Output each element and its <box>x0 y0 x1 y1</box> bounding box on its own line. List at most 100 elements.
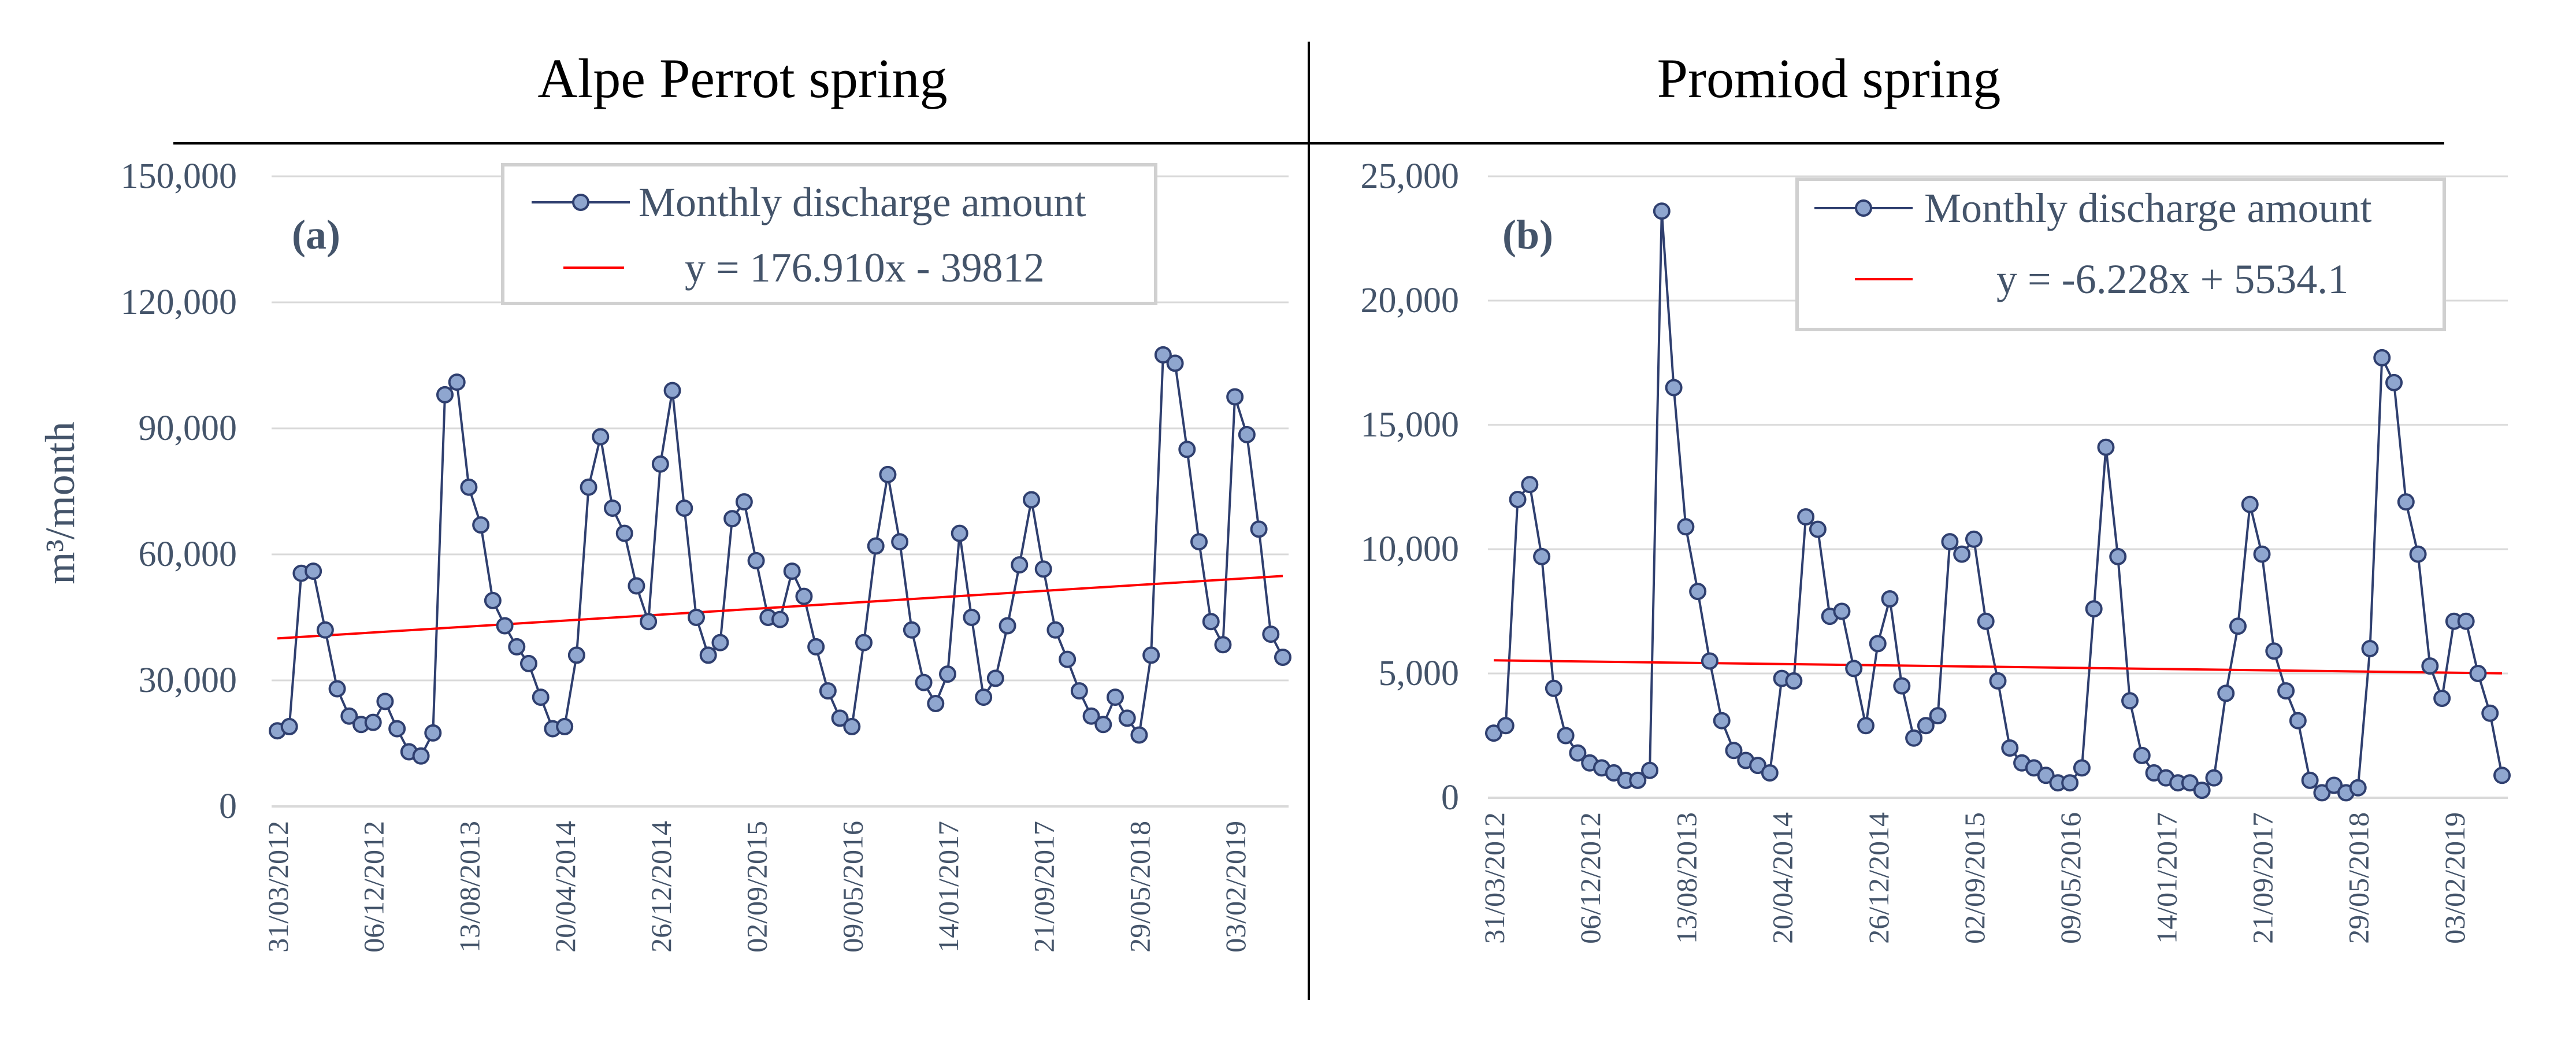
data-point <box>915 673 933 691</box>
data-point <box>1142 646 1160 664</box>
data-point <box>1701 652 1718 670</box>
legend-series-label-b: Monthly discharge amount <box>1924 185 2372 231</box>
data-point <box>2229 617 2247 635</box>
x-tick-label: 13/08/2013 <box>453 821 485 953</box>
y-tick-label: 150,000 <box>121 157 237 196</box>
data-point <box>448 373 466 391</box>
data-point <box>2217 684 2235 702</box>
x-tick-label: 20/04/2014 <box>549 821 581 953</box>
legend-series-marker-b <box>1855 199 1872 217</box>
data-point <box>1869 635 1887 653</box>
panel-label-a: (a) <box>292 212 340 258</box>
x-tick-label: 14/01/2017 <box>2150 812 2182 944</box>
data-point <box>2361 640 2379 657</box>
y-tick-label: 5,000 <box>1379 654 1460 693</box>
x-ticks-b: 31/03/2012 06/12/2012 13/08/2013 20/04/2014… <box>1478 812 2471 944</box>
data-point <box>688 609 705 626</box>
data-point <box>2289 712 2307 730</box>
data-point <box>2409 545 2427 563</box>
data-point <box>1641 761 1659 779</box>
data-point <box>592 428 610 446</box>
data-point <box>1238 425 1256 443</box>
data-point <box>867 537 885 555</box>
y-tick-label: 0 <box>1441 778 1459 817</box>
legend-box-a <box>501 163 1157 305</box>
x-tick-label: 14/01/2017 <box>932 821 964 953</box>
data-point <box>1023 491 1040 509</box>
data-point <box>2457 612 2475 630</box>
data-point <box>663 382 681 399</box>
data-point <box>520 654 537 672</box>
data-point <box>2133 746 2151 764</box>
data-point <box>807 638 825 656</box>
y-axis-label: m³/month <box>37 421 83 584</box>
data-point <box>903 621 920 639</box>
trendline-b <box>1493 659 2503 675</box>
data-point <box>2037 767 2055 784</box>
data-point <box>2205 769 2223 787</box>
data-point <box>855 634 873 651</box>
data-point <box>280 717 298 735</box>
x-tick-label: 21/09/2017 <box>2247 812 2279 944</box>
data-point <box>340 707 358 725</box>
data-point <box>305 562 322 580</box>
data-point <box>735 493 753 511</box>
data-point <box>1797 508 1815 526</box>
data-point <box>532 688 550 706</box>
data-point <box>1761 764 1779 782</box>
x-tick-label: 29/05/2018 <box>2343 812 2375 944</box>
data-point <box>1262 625 1280 643</box>
data-point <box>472 516 490 534</box>
data-point <box>496 617 514 635</box>
data-point <box>580 478 597 496</box>
data-point <box>1569 744 1587 762</box>
data-point <box>783 562 801 580</box>
data-point <box>1809 520 1827 538</box>
data-point <box>771 610 789 628</box>
data-point <box>1154 346 1172 364</box>
data-point <box>963 609 981 626</box>
data-point <box>1605 764 1623 782</box>
data-point <box>2493 767 2511 784</box>
data-point <box>364 713 382 731</box>
data-point <box>951 524 968 542</box>
data-point <box>1989 672 2007 690</box>
data-point <box>2349 779 2367 797</box>
data-point <box>1274 649 1291 667</box>
data-point <box>879 465 897 483</box>
y-tick-label: 15,000 <box>1361 405 1460 445</box>
data-point <box>2109 547 2127 565</box>
x-tick-label: 03/02/2019 <box>1219 821 1252 953</box>
data-point <box>424 724 442 742</box>
data-point <box>2373 349 2391 366</box>
data-point <box>1845 660 1863 678</box>
data-point <box>2253 545 2271 563</box>
data-point <box>2085 600 2103 618</box>
data-point <box>328 680 346 698</box>
data-point <box>831 709 849 727</box>
data-point <box>723 510 741 528</box>
data-point <box>2193 782 2211 799</box>
data-point <box>2325 776 2343 794</box>
data-point <box>567 646 585 664</box>
data-point <box>1953 545 1971 563</box>
data-point <box>1011 556 1029 574</box>
data-point <box>699 646 717 664</box>
x-tick-label: 02/09/2015 <box>741 821 773 953</box>
x-tick-label: 06/12/2012 <box>1574 812 1606 944</box>
legend-trend-label-b: y = -6.228x + 5534.1 <box>1996 256 2348 302</box>
data-point <box>1497 717 1515 735</box>
data-point <box>999 617 1016 635</box>
data-point <box>927 694 945 712</box>
legend-trend-label-a: y = 176.910x - 39812 <box>685 245 1045 291</box>
x-tick-label: 13/08/2013 <box>1670 812 1702 944</box>
data-point <box>316 621 334 639</box>
data-point <box>460 478 478 496</box>
data-point <box>2025 759 2043 777</box>
data-point <box>508 638 526 656</box>
data-point <box>604 499 621 517</box>
data-point <box>1929 707 1947 725</box>
data-point <box>1059 650 1077 668</box>
x-tick-label: 02/09/2015 <box>1958 812 1991 944</box>
